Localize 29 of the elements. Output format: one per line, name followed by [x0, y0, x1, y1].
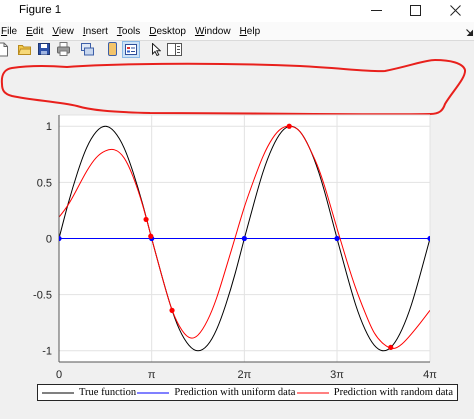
- y-tick-label: 0.5: [36, 177, 52, 190]
- point: [148, 234, 154, 239]
- text: Insert: [82, 26, 108, 37]
- legend-label: True function: [79, 387, 136, 398]
- text: View: [52, 26, 74, 37]
- point: [334, 236, 340, 242]
- text: Edit: [26, 26, 44, 37]
- legend-label: Prediction with uniform data: [174, 387, 296, 398]
- text: Window: [194, 26, 231, 37]
- chart-title: Figure 1: [19, 4, 62, 16]
- x-tick-label: 2π: [237, 368, 252, 381]
- point: [242, 236, 247, 242]
- y-tick-label: 0: [46, 233, 52, 246]
- point: [388, 344, 394, 350]
- x-tick-label: 0: [56, 368, 62, 381]
- text: Help: [240, 26, 260, 37]
- x-tick-label: 4π: [423, 368, 438, 381]
- y-tick-label: 1: [46, 121, 52, 134]
- y-tick-label: -0.5: [33, 290, 52, 302]
- x-tick-label: 3π: [330, 368, 344, 381]
- text: Desktop: [149, 26, 186, 37]
- point: [169, 308, 175, 313]
- y-tick-label: -1: [42, 346, 52, 358]
- x-tick-label: π: [148, 368, 156, 381]
- text: File: [1, 26, 18, 37]
- point: [143, 216, 149, 222]
- legend-label: Prediction with random data: [334, 387, 453, 398]
- text: Tools: [116, 26, 140, 37]
- point: [286, 124, 292, 129]
